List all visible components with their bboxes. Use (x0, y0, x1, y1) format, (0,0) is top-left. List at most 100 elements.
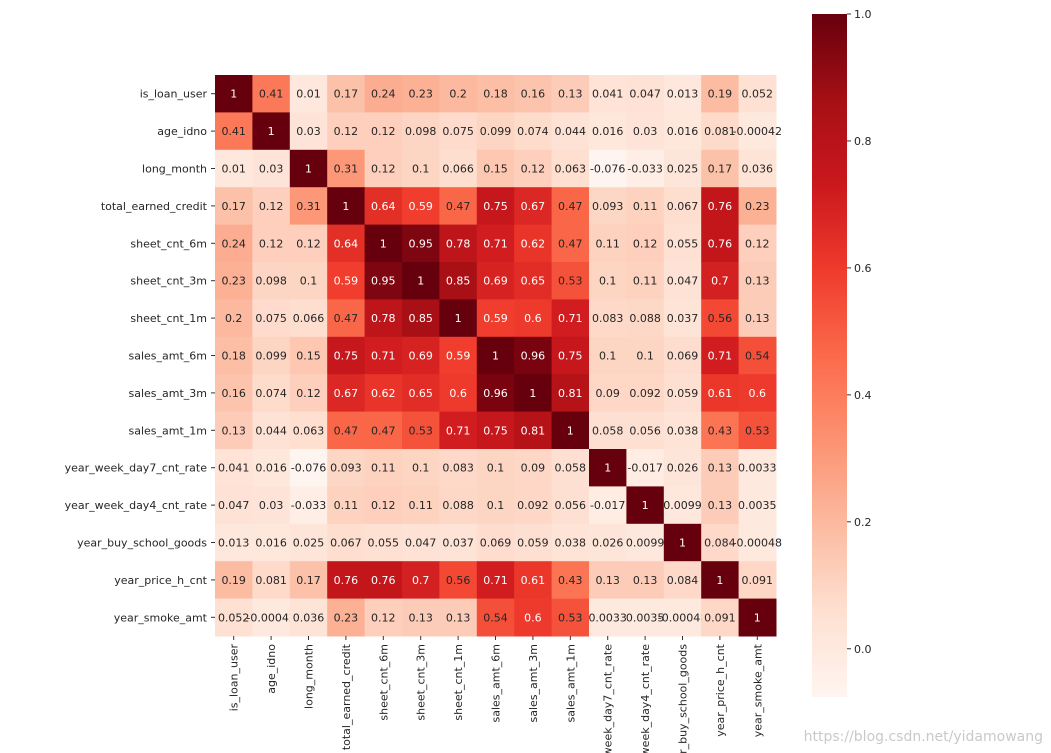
heatmap-cell (439, 598, 478, 637)
cell-value-label: 0.59 (446, 350, 471, 363)
cell-value-label: -0.00042 (246, 611, 295, 624)
heatmap-cell (402, 224, 440, 263)
cell-value-label: -0.033 (291, 499, 326, 512)
heatmap-cell (701, 149, 740, 188)
cell-value-label: 0.093 (330, 462, 362, 475)
cell-value-label: 0.47 (371, 424, 396, 437)
cell-value-label: 0.17 (296, 574, 321, 587)
cell-value-label: 0.53 (558, 611, 583, 624)
y-tick-label: sales_amt_3m (128, 387, 207, 400)
heatmap-cell (701, 187, 740, 226)
x-tick-label: sheet_cnt_1m (452, 644, 465, 721)
x-tick-label: long_month (303, 644, 316, 709)
cell-value-label: 0.43 (708, 424, 733, 437)
heatmap-cell (364, 374, 403, 413)
y-tick-label: year_buy_school_goods (77, 537, 207, 550)
cell-value-label: 0.13 (745, 275, 770, 288)
heatmap-cell (402, 598, 440, 637)
x-axis-labels: is_loan_user age_idno long_month total_earn… (228, 636, 764, 753)
cell-value-label: 0.47 (558, 200, 583, 213)
cell-value-label: 0.12 (371, 125, 396, 138)
cell-value-label: 0.56 (446, 574, 471, 587)
cell-value-label: 0.64 (371, 200, 396, 213)
cell-value-label: 0.7 (412, 574, 430, 587)
heatmap-cell (514, 187, 553, 226)
heatmap-cell (252, 411, 291, 450)
cell-value-label: 0.03 (259, 499, 284, 512)
cell-value-label: 0.016 (667, 125, 699, 138)
heatmap-cell (289, 336, 328, 375)
cell-value-label: 0.03 (259, 163, 284, 176)
heatmap-cell (476, 374, 515, 413)
cell-value-label: 0.036 (293, 611, 325, 624)
heatmap-cell (663, 149, 702, 188)
cell-value-label: 0.2 (225, 312, 243, 325)
cell-value-label: 0.025 (667, 163, 699, 176)
heatmap-cell (701, 523, 740, 562)
heatmap-cell (364, 299, 403, 338)
heatmap-cell (551, 75, 590, 113)
heatmap-cell (626, 262, 665, 300)
heatmap-cell (439, 523, 478, 562)
y-tick-label: is_loan_user (140, 88, 208, 101)
cell-value-label: 0.083 (442, 462, 474, 475)
heatmap-cell (252, 75, 291, 113)
heatmap-cell (701, 598, 740, 637)
heatmap-cell (215, 486, 253, 525)
heatmap-cell (701, 224, 740, 263)
heatmap-cell (701, 486, 740, 525)
colorbar-tick-label: 0.0 (854, 643, 872, 656)
heatmap-cell (663, 112, 702, 151)
cell-value-label: 0.69 (408, 350, 433, 363)
heatmap-cell (551, 262, 590, 300)
cell-value-label: 0.058 (555, 462, 587, 475)
heatmap-cell (439, 374, 478, 413)
heatmap-cell (589, 486, 627, 525)
cell-value-label: 0.11 (633, 200, 658, 213)
heatmap-cell (289, 561, 328, 600)
heatmap-cell (663, 486, 702, 525)
x-tick-label: year_buy_school_goods (677, 644, 690, 753)
cell-value-label: 0.95 (408, 237, 433, 250)
cell-value-label: 0.54 (483, 611, 508, 624)
cell-value-label: 0.16 (221, 387, 246, 400)
heatmap-cell (551, 336, 590, 375)
cell-value-label: 1 (305, 163, 312, 176)
cell-value-label: 0.17 (708, 163, 733, 176)
heatmap-cell (701, 262, 740, 300)
heatmap-cell (402, 449, 440, 487)
heatmap-cell (476, 336, 515, 375)
heatmap-cell (701, 336, 740, 375)
heatmap-cell (289, 374, 328, 413)
x-tick-label: sheet_cnt_6m (377, 644, 390, 721)
cell-value-label: 0.016 (255, 462, 287, 475)
heatmap-cell (663, 411, 702, 450)
cell-value-label: 0.1 (412, 163, 430, 176)
cell-value-label: 0.71 (558, 312, 583, 325)
cell-value-label: 0.084 (667, 574, 699, 587)
heatmap-cell (626, 449, 665, 487)
cell-value-label: 1 (716, 574, 723, 587)
cell-value-label: -0.076 (590, 163, 625, 176)
cell-value-label: 0.85 (408, 312, 433, 325)
heatmap-cell (514, 486, 553, 525)
heatmap-cell (289, 486, 328, 525)
heatmap-cell (476, 112, 515, 151)
cell-value-label: 1 (567, 424, 574, 437)
heatmap-cell (738, 374, 777, 413)
heatmap-cell (364, 449, 403, 487)
colorbar-gradient (812, 14, 847, 697)
cell-value-label: 0.069 (667, 350, 699, 363)
colorbar: 1.0 0.8 0.6 0.4 0.2 0.0 (812, 8, 872, 697)
heatmap-cell (439, 336, 478, 375)
x-tick-label: is_loan_user (228, 644, 241, 712)
heatmap-cell (215, 224, 253, 263)
cell-value-label: 0.01 (296, 88, 321, 101)
heatmap-cell (327, 561, 366, 600)
cell-value-label: 0.18 (483, 88, 508, 101)
cell-value-label: 0.036 (742, 163, 774, 176)
cell-value-label: 0.75 (483, 424, 508, 437)
heatmap-cell (252, 523, 291, 562)
heatmap-cell (327, 262, 366, 300)
cell-value-label: 0.15 (296, 350, 321, 363)
